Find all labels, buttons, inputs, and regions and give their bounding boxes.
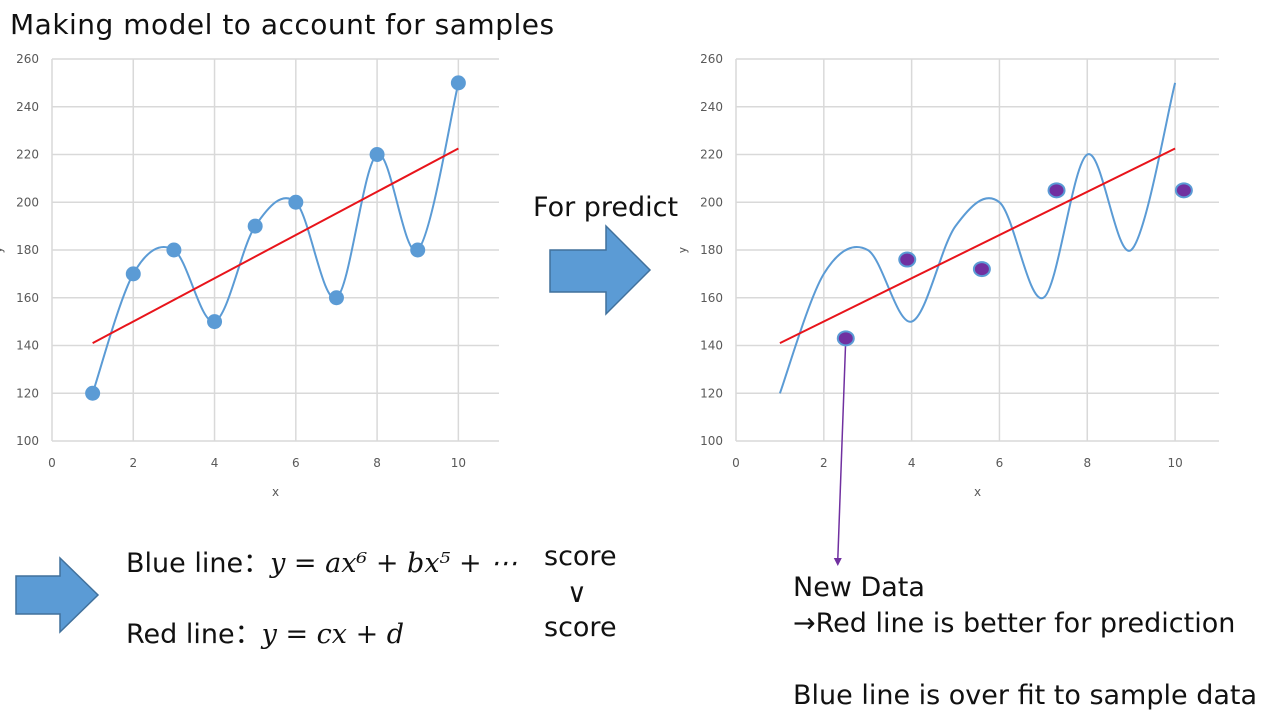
new-data-pointer-arrowhead bbox=[833, 558, 842, 566]
sample-point bbox=[247, 218, 263, 234]
left-y-tick-label: 260 bbox=[16, 52, 39, 66]
right-y-tick-label: 260 bbox=[700, 52, 723, 66]
sample-point bbox=[288, 194, 304, 210]
sample-point bbox=[207, 314, 223, 330]
conclusion-arrow-icon bbox=[15, 556, 100, 634]
score-comparator: ∨ bbox=[567, 578, 587, 609]
left-y-axis-label: y bbox=[0, 246, 5, 253]
right-x-tick-label: 8 bbox=[1083, 456, 1091, 470]
sample-point bbox=[166, 242, 182, 258]
left-x-tick-label: 10 bbox=[451, 456, 466, 470]
left-y-tick-label: 120 bbox=[16, 386, 39, 400]
left-x-tick-label: 0 bbox=[48, 456, 56, 470]
left-y-tick-label: 220 bbox=[16, 148, 39, 162]
new-data-point bbox=[1174, 182, 1193, 199]
right-y-axis-label: y bbox=[680, 246, 689, 253]
sample-point bbox=[369, 147, 385, 162]
red-line-equation: y = cx + d bbox=[261, 619, 405, 650]
right-x-tick-label: 0 bbox=[732, 456, 740, 470]
right-blue-curve bbox=[778, 82, 1177, 394]
left-y-tick-label: 200 bbox=[16, 195, 39, 209]
right-red-fit-line bbox=[779, 147, 1176, 345]
right-y-tick-label: 100 bbox=[700, 434, 723, 448]
right-x-tick-label: 4 bbox=[908, 456, 916, 470]
left-y-tick-label: 180 bbox=[16, 243, 39, 257]
new-data-point bbox=[1047, 182, 1066, 199]
sample-point bbox=[125, 266, 141, 282]
sample-fit-chart: 100 120 140 160 180 200 220 240 260 0 2 4 6 8 10 x y bbox=[0, 52, 499, 499]
new-data-point bbox=[972, 261, 991, 278]
new-data-point bbox=[898, 251, 917, 268]
left-x-tick-label: 4 bbox=[211, 456, 219, 470]
sample-point bbox=[85, 385, 101, 401]
right-x-tick-label: 2 bbox=[820, 456, 828, 470]
page-title: Making model to account for samples bbox=[10, 8, 555, 41]
prediction-chart: 100 120 140 160 180 200 220 240 260 0 2 4 6 8 10 x y bbox=[680, 52, 1219, 566]
predict-arrow-icon bbox=[549, 224, 652, 316]
note-red-better: →Red line is better for prediction bbox=[793, 608, 1236, 639]
left-y-tick-label: 160 bbox=[16, 291, 39, 305]
predict-label: For predict bbox=[533, 192, 679, 223]
blue-line-formula: Blue line：y = ax⁶ + bx⁵ + ⋯ bbox=[126, 541, 517, 580]
red-line-score: score bbox=[544, 612, 617, 643]
new-data-point bbox=[836, 330, 855, 347]
red-line-label: Red line： bbox=[126, 619, 262, 650]
blue-line-label: Blue line： bbox=[126, 548, 271, 579]
sample-point bbox=[410, 242, 426, 258]
blue-line-score: score bbox=[544, 541, 617, 572]
right-y-tick-label: 180 bbox=[700, 243, 723, 257]
right-y-tick-label: 220 bbox=[700, 148, 723, 162]
right-y-tick-label: 120 bbox=[700, 386, 723, 400]
left-x-axis-label: x bbox=[272, 485, 279, 499]
right-y-tick-label: 200 bbox=[700, 195, 723, 209]
left-x-tick-label: 2 bbox=[129, 456, 137, 470]
left-y-tick-label: 240 bbox=[16, 100, 39, 114]
left-y-tick-label: 100 bbox=[16, 434, 39, 448]
right-x-axis-label: x bbox=[974, 485, 981, 499]
sample-point bbox=[450, 75, 466, 91]
note-overfit: Blue line is over fit to sample data bbox=[793, 680, 1258, 711]
right-y-tick-label: 160 bbox=[700, 291, 723, 305]
left-red-fit-line bbox=[92, 147, 459, 344]
right-y-tick-label: 140 bbox=[700, 339, 723, 353]
left-x-tick-label: 8 bbox=[373, 456, 381, 470]
right-x-tick-label: 6 bbox=[996, 456, 1004, 470]
red-line-formula: Red line：y = cx + d bbox=[126, 612, 404, 651]
left-blue-curve bbox=[91, 82, 460, 394]
sample-point bbox=[328, 290, 344, 306]
right-x-tick-label: 10 bbox=[1167, 456, 1182, 470]
new-data-pointer-line bbox=[837, 338, 847, 561]
left-x-tick-label: 6 bbox=[292, 456, 300, 470]
note-new-data: New Data bbox=[793, 572, 925, 603]
left-y-tick-label: 140 bbox=[16, 339, 39, 353]
blue-line-equation: y = ax⁶ + bx⁵ + ⋯ bbox=[270, 548, 518, 579]
right-y-tick-label: 240 bbox=[700, 100, 723, 114]
